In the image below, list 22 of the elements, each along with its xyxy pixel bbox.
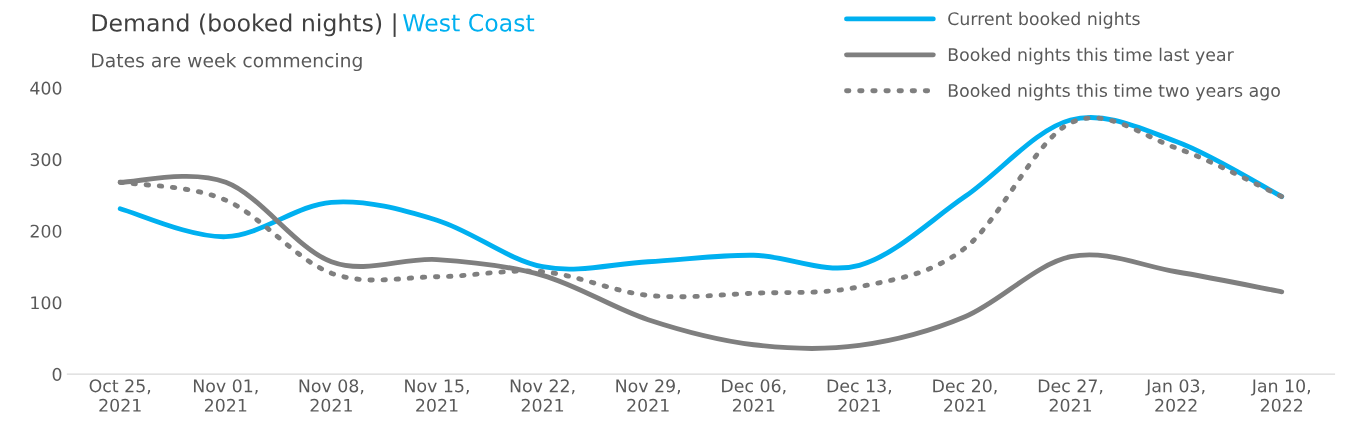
x-tick-label: Dec 20, 2021 (933, 379, 997, 412)
y-tick-label: 0 (52, 367, 62, 381)
legend-label: Booked nights this time two years ago (948, 83, 1280, 101)
x-tick-label: Nov 01, 2021 (193, 379, 258, 412)
x-tick-label: Nov 15, 2021 (405, 379, 469, 412)
x-tick-label: Jan 10, 2022 (1250, 379, 1310, 412)
x-tick-label: Dec 13, 2021 (827, 379, 892, 412)
chart-subtitle: Dates are week commencing (92, 52, 362, 72)
x-tick-label: Nov 29, 2021 (616, 379, 680, 412)
legend-label: Booked nights this time last year (948, 47, 1234, 65)
y-tick-label: 200 (30, 224, 62, 238)
chart-title: Demand (booked nights) | West Coast (92, 13, 535, 37)
x-tick-label: Oct 25, 2021 (89, 379, 151, 412)
x-tick-label: Nov 08, 2021 (299, 379, 364, 412)
y-tick-label: 100 (31, 296, 62, 310)
x-tick-label: Dec 06, 2021 (722, 379, 786, 412)
legend-label: Current booked nights (948, 11, 1140, 29)
x-tick-label: Dec 27, 2021 (1038, 379, 1103, 412)
y-tick-label: 400 (30, 81, 62, 95)
x-tick-label: Nov 22, 2021 (510, 379, 575, 412)
y-tick-label: 300 (30, 153, 62, 167)
x-tick-label: Jan 03, 2022 (1145, 379, 1205, 412)
